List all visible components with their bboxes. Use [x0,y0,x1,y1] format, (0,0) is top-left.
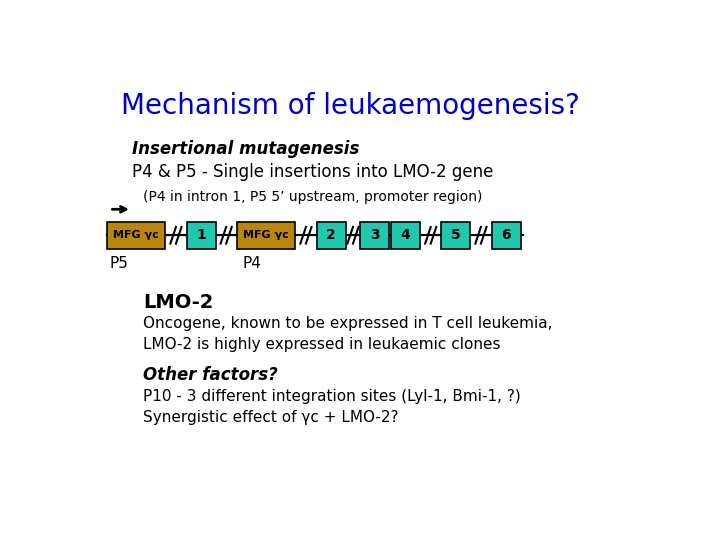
Bar [391,222,420,249]
Text: Oncogene, known to be expressed in T cell leukemia,: Oncogene, known to be expressed in T cel… [143,316,552,332]
Text: P4: P4 [243,256,261,271]
Text: LMO-2: LMO-2 [143,294,213,313]
Text: 5: 5 [451,228,461,242]
Text: Other factors?: Other factors? [143,366,278,384]
Text: MFG γc: MFG γc [113,230,159,240]
Bar [107,222,166,249]
Bar [361,222,390,249]
Text: LMO-2 is highly expressed in leukaemic clones: LMO-2 is highly expressed in leukaemic c… [143,337,500,352]
Bar [317,222,346,249]
Text: Insertional mutagenesis: Insertional mutagenesis [132,140,359,158]
Text: (P4 in intron 1, P5 5’ upstream, promoter region): (P4 in intron 1, P5 5’ upstream, promote… [143,190,482,204]
Text: Synergistic effect of γc + LMO-2?: Synergistic effect of γc + LMO-2? [143,410,398,425]
Text: 3: 3 [370,228,379,242]
Text: 4: 4 [401,228,410,242]
Bar [441,222,470,249]
Text: 2: 2 [326,228,336,242]
Bar [186,222,215,249]
Bar [492,222,521,249]
Text: P4 & P5 - Single insertions into LMO-2 gene: P4 & P5 - Single insertions into LMO-2 g… [132,163,493,180]
Text: P10 - 3 different integration sites (Lyl-1, Bmi-1, ?): P10 - 3 different integration sites (Lyl… [143,389,521,404]
Bar [237,222,295,249]
Text: 1: 1 [196,228,206,242]
Text: Mechanism of leukaemogenesis?: Mechanism of leukaemogenesis? [121,92,580,120]
Text: 6: 6 [501,228,511,242]
Text: P5: P5 [109,256,128,271]
Text: MFG γc: MFG γc [243,230,289,240]
